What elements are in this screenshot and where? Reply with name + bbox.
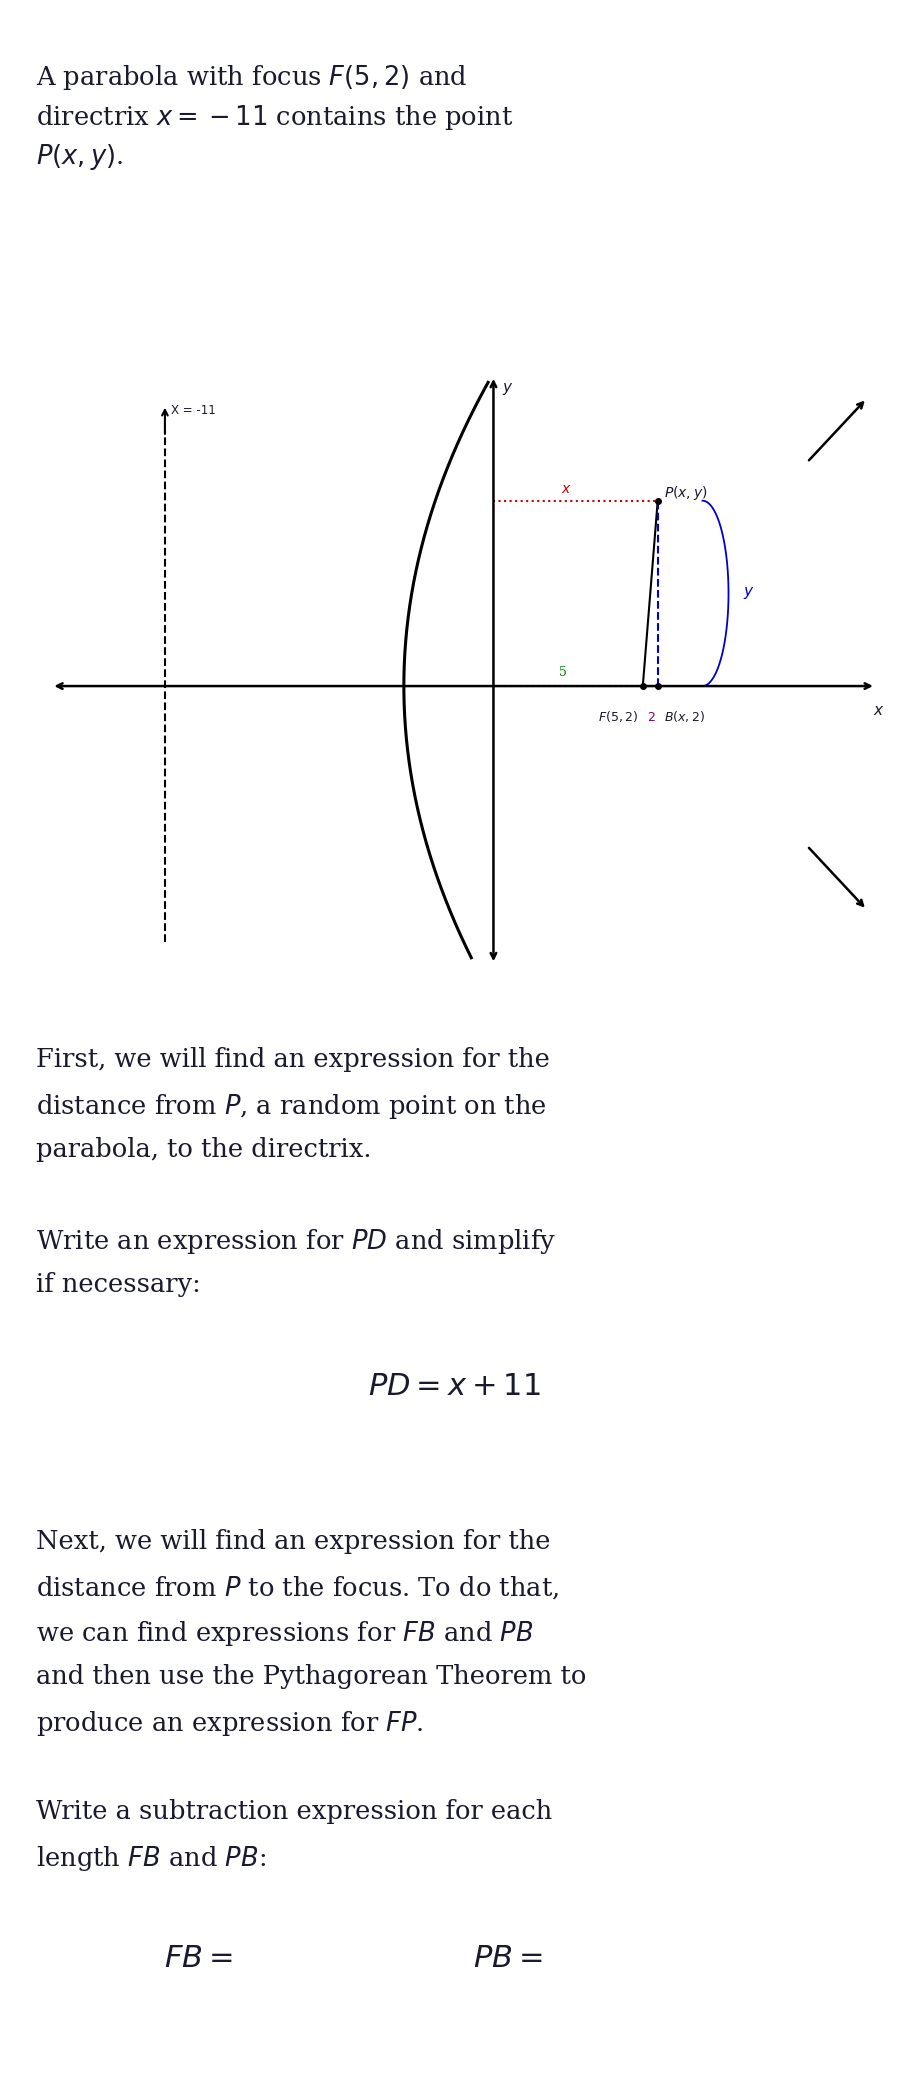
Text: $2$: $2$ xyxy=(647,712,656,725)
Text: length $FB$ and $PB$:: length $FB$ and $PB$: xyxy=(36,1845,266,1872)
Text: $F(5,2)$: $F(5,2)$ xyxy=(598,710,638,725)
Text: distance from $P$, a random point on the: distance from $P$, a random point on the xyxy=(36,1093,547,1120)
Text: $y$: $y$ xyxy=(503,381,514,398)
Text: $x$: $x$ xyxy=(873,704,884,718)
Text: we can find expressions for $FB$ and $PB$: we can find expressions for $FB$ and $PB… xyxy=(36,1619,534,1648)
Text: $x$: $x$ xyxy=(561,482,572,496)
Text: X = -11: X = -11 xyxy=(171,404,215,417)
Text: directrix $x = -11$ contains the point: directrix $x = -11$ contains the point xyxy=(36,103,514,132)
Text: Write an expression for $PD$ and simplify: Write an expression for $PD$ and simplif… xyxy=(36,1227,556,1256)
Text: produce an expression for $FP$.: produce an expression for $FP$. xyxy=(36,1709,424,1738)
Text: if necessary:: if necessary: xyxy=(36,1273,201,1296)
Text: $B(x,2)$: $B(x,2)$ xyxy=(664,710,704,725)
Text: $PD = x + 11$: $PD = x + 11$ xyxy=(368,1372,541,1403)
Text: $PB = $: $PB = $ xyxy=(473,1943,543,1975)
Text: $P(x, y)$.: $P(x, y)$. xyxy=(36,142,124,172)
Text: and then use the Pythagorean Theorem to: and then use the Pythagorean Theorem to xyxy=(36,1665,586,1688)
Text: Next, we will find an expression for the: Next, we will find an expression for the xyxy=(36,1529,551,1554)
Text: Write a subtraction expression for each: Write a subtraction expression for each xyxy=(36,1799,553,1824)
Text: $y$: $y$ xyxy=(744,586,755,601)
Text: 5: 5 xyxy=(559,666,567,678)
Text: distance from $P$ to the focus. To do that,: distance from $P$ to the focus. To do th… xyxy=(36,1575,559,1600)
Text: First, we will find an expression for the: First, we will find an expression for th… xyxy=(36,1047,550,1072)
Text: $P(x,y)$: $P(x,y)$ xyxy=(664,484,707,503)
Text: $FB = $: $FB = $ xyxy=(164,1943,233,1975)
Text: parabola, to the directrix.: parabola, to the directrix. xyxy=(36,1137,372,1162)
Text: A parabola with focus $F(5, 2)$ and: A parabola with focus $F(5, 2)$ and xyxy=(36,63,468,92)
